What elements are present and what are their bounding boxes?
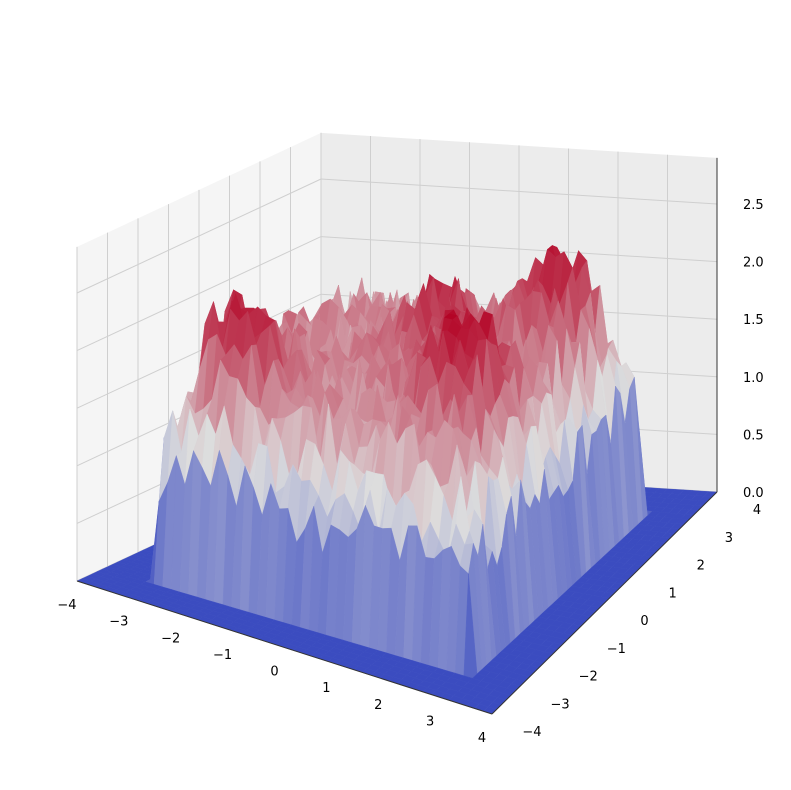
- axis-lines: [76, 157, 718, 715]
- y-axis-line: [491, 491, 718, 715]
- y-tick-label: −1: [607, 642, 626, 657]
- tick-labels: −4 −3 −2 −1 0 1 2 3 4 −4 −3 −2 −1 0 1 2 3 4 0.0 0.5 1.0 1.5 2.…: [57, 198, 763, 746]
- x-tick-label: 2: [374, 698, 382, 713]
- z-tick-label: 2.0: [743, 256, 764, 271]
- surface-mesh: [76, 245, 718, 715]
- grid-back-z: [320, 178, 718, 205]
- grid-back-z: [320, 236, 718, 263]
- y-tick-label: −4: [522, 725, 541, 740]
- z-tick-label: 0.5: [743, 428, 764, 443]
- z-tick-label: 2.5: [743, 198, 764, 213]
- x-axis-line: [76, 580, 493, 715]
- y-tick-label: 0: [640, 614, 648, 629]
- y-tick-label: 2: [697, 559, 705, 574]
- x-tick-label: −4: [57, 598, 76, 613]
- y-tick-label: 3: [725, 531, 733, 546]
- z-tick-label: 1.5: [743, 313, 764, 328]
- grid-left-z: [76, 236, 322, 352]
- x-tick-label: 0: [270, 665, 278, 680]
- y-tick-label: 4: [753, 503, 761, 518]
- x-tick-label: 4: [478, 731, 486, 746]
- z-tick-label: 1.0: [743, 371, 764, 386]
- y-tick-label: −2: [579, 670, 598, 685]
- grid-left-z: [76, 178, 322, 294]
- x-tick-label: 3: [426, 714, 434, 729]
- x-tick-label: −3: [109, 615, 128, 630]
- y-tick-label: −3: [551, 697, 570, 712]
- x-tick-label: 1: [322, 681, 330, 696]
- grid-left-z: [76, 293, 322, 409]
- y-tick-label: 1: [668, 586, 676, 601]
- x-tick-label: −1: [213, 648, 232, 663]
- z-tick-label: 0.0: [743, 486, 764, 501]
- x-tick-label: −2: [161, 631, 180, 646]
